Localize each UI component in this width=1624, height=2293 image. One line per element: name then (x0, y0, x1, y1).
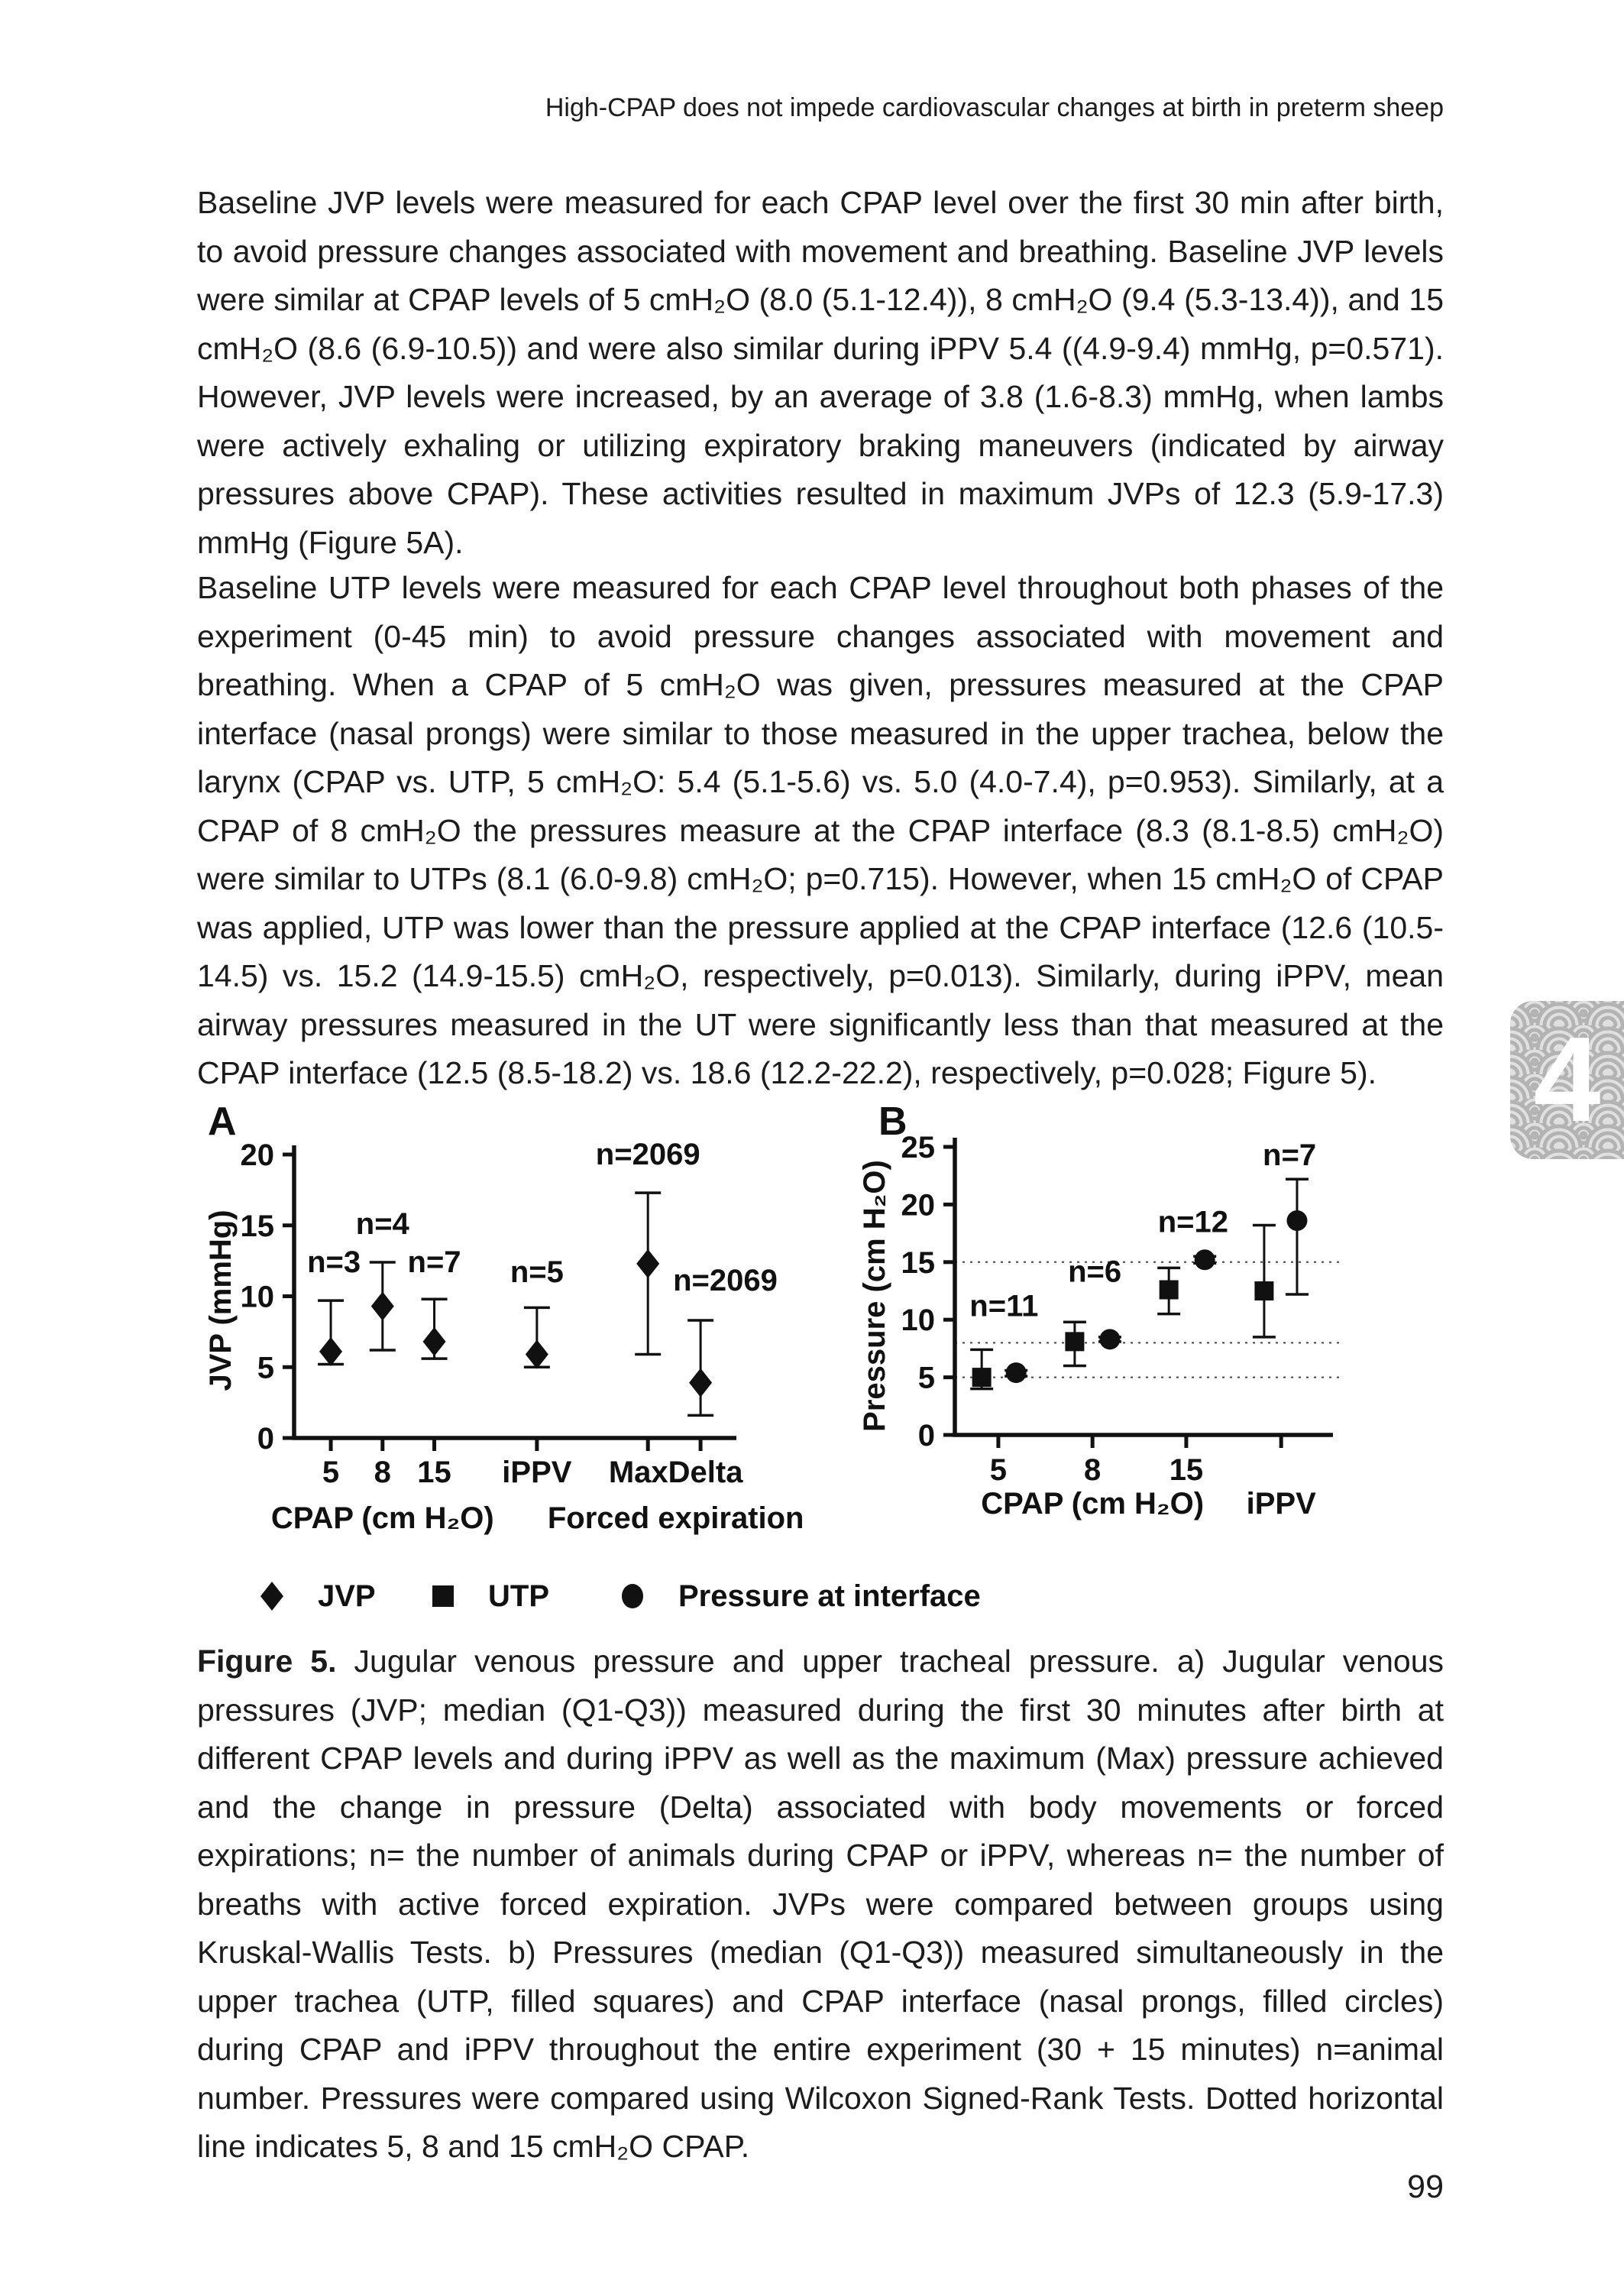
body-paragraph-1: Baseline JVP levels were measured for ea… (197, 185, 1444, 560)
svg-text:10: 10 (901, 1304, 936, 1337)
svg-text:8: 8 (1084, 1453, 1101, 1487)
svg-text:n=5: n=5 (510, 1255, 564, 1289)
svg-text:MaxDelta: MaxDelta (609, 1456, 743, 1489)
panel-a-label: A (208, 1100, 237, 1144)
svg-text:0: 0 (918, 1419, 935, 1453)
svg-text:Pressure (cm H₂O): Pressure (cm H₂O) (858, 1160, 891, 1432)
svg-text:5: 5 (918, 1362, 935, 1395)
svg-text:n=3: n=3 (307, 1245, 361, 1279)
page-number: 99 (1407, 2168, 1444, 2205)
svg-text:iPPV: iPPV (1247, 1487, 1316, 1521)
svg-text:15: 15 (1169, 1453, 1204, 1487)
panel-A-chart: 0 5 10 15 20 5 8 15 iPPV MaxDelta CPAP (cm H₂O) For… (204, 1138, 804, 1535)
legend-label-utp: UTP (488, 1579, 549, 1613)
svg-text:n=6: n=6 (1068, 1255, 1121, 1288)
svg-text:n=12: n=12 (1158, 1206, 1228, 1239)
square-icon (432, 1585, 454, 1607)
wave-pattern-icon (1510, 1001, 1624, 1159)
svg-text:8: 8 (374, 1456, 391, 1489)
body-paragraph-2: Baseline UTP levels were measured for ea… (197, 570, 1444, 1090)
running-head: High-CPAP does not impede cardiovascular… (545, 93, 1444, 122)
legend-label-jvp: JVP (318, 1579, 376, 1613)
svg-text:15: 15 (901, 1246, 936, 1280)
diamond-icon (260, 1582, 283, 1611)
svg-text:n=4: n=4 (356, 1207, 410, 1241)
svg-text:n=2069: n=2069 (596, 1138, 700, 1171)
figure-caption-label: Figure 5. (197, 1644, 337, 1679)
svg-text:CPAP (cm H₂O): CPAP (cm H₂O) (271, 1501, 494, 1535)
svg-text:0: 0 (257, 1422, 274, 1456)
circle-icon (622, 1584, 643, 1608)
svg-text:15: 15 (241, 1210, 275, 1243)
svg-text:JVP (mmHg): JVP (mmHg) (204, 1210, 238, 1391)
svg-text:20: 20 (241, 1138, 275, 1172)
svg-text:Forced expiration: Forced expiration (548, 1501, 804, 1535)
svg-text:n=7: n=7 (408, 1245, 461, 1279)
svg-text:10: 10 (241, 1281, 275, 1314)
svg-text:5: 5 (990, 1453, 1007, 1487)
svg-text:5: 5 (257, 1351, 274, 1385)
svg-text:25: 25 (901, 1131, 936, 1164)
panel-b-label: B (878, 1100, 907, 1144)
chapter-tab: 4 (1510, 1001, 1624, 1159)
svg-text:n=2069: n=2069 (673, 1264, 778, 1297)
svg-text:15: 15 (417, 1456, 451, 1489)
svg-text:20: 20 (901, 1188, 936, 1222)
chapter-number: 4 (1533, 1012, 1601, 1147)
legend-item-interface: Pressure at interface (620, 1574, 981, 1618)
legend-item-jvp: JVP (260, 1574, 376, 1618)
legend-label-interface: Pressure at interface (678, 1579, 981, 1613)
svg-text:n=11: n=11 (969, 1290, 1038, 1323)
legend-item-utp: UTP (432, 1574, 549, 1618)
figure-caption-text: Jugular venous pressure and upper trache… (197, 1644, 1444, 2164)
svg-text:5: 5 (322, 1456, 339, 1489)
svg-text:n=7: n=7 (1263, 1138, 1316, 1172)
svg-text:CPAP (cm H₂O): CPAP (cm H₂O) (981, 1487, 1204, 1521)
figure-caption: Figure 5. Jugular venous pressure and up… (197, 1637, 1444, 2172)
svg-text:iPPV: iPPV (502, 1456, 571, 1489)
